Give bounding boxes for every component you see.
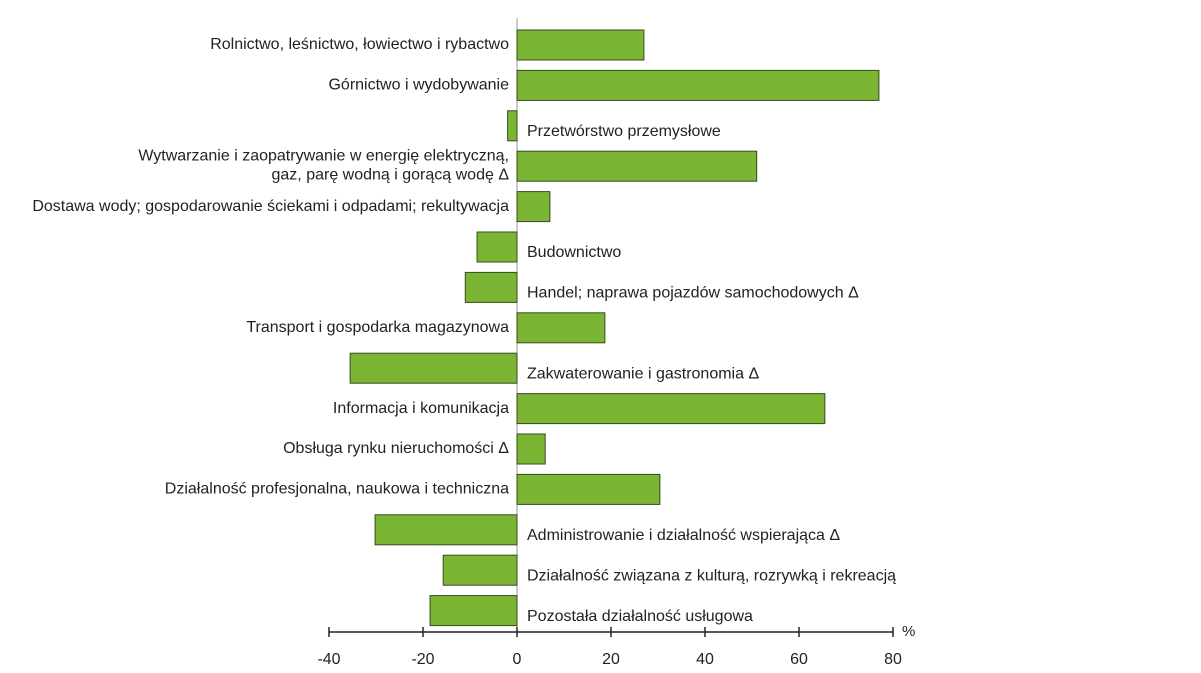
bar	[516, 312, 606, 344]
bar	[516, 191, 551, 223]
category-label: Działalność profesjonalna, naukowa i tec…	[165, 481, 509, 498]
category-label: Budownictwo	[527, 244, 621, 261]
bar	[516, 29, 645, 61]
bar	[476, 231, 518, 263]
bar	[507, 110, 518, 142]
bar	[374, 514, 518, 546]
category-label: Dostawa wody; gospodarowanie ściekami i …	[32, 198, 509, 215]
bar	[516, 69, 880, 101]
category-label: Handel; naprawa pojazdów samochodowych Δ	[527, 285, 859, 302]
category-label: Działalność związana z kulturą, rozrywką…	[527, 567, 896, 584]
bar	[349, 352, 518, 384]
bar	[464, 271, 518, 303]
category-label: Przetwórstwo przemysłowe	[527, 123, 721, 140]
category-label: Obsługa rynku nieruchomości Δ	[283, 440, 509, 457]
x-tick-label: -40	[317, 651, 340, 668]
x-tick-label: 40	[696, 651, 714, 668]
category-label: Informacja i komunikacja	[333, 400, 509, 417]
category-label: Pozostała działalność usługowa	[527, 608, 753, 625]
bar	[516, 150, 758, 182]
category-label: Transport i gospodarka magazynowa	[246, 319, 509, 336]
x-tick-label: 80	[884, 651, 902, 668]
category-label: Górnictwo i wydobywanie	[328, 77, 509, 94]
x-tick-label: -20	[411, 651, 434, 668]
x-tick-label: 0	[513, 651, 522, 668]
x-tick-label: 20	[602, 651, 620, 668]
bar	[442, 554, 518, 586]
bar	[516, 433, 546, 465]
category-label: Rolnictwo, leśnictwo, łowiectwo i rybact…	[210, 36, 509, 53]
bar	[516, 473, 661, 505]
axis-unit: %	[902, 623, 915, 640]
category-label: Zakwaterowanie i gastronomia Δ	[527, 365, 759, 382]
x-tick-label: 60	[790, 651, 808, 668]
bar	[516, 393, 826, 425]
category-label: Administrowanie i działalność wspierając…	[527, 527, 840, 544]
bar	[429, 595, 518, 627]
category-label: Wytwarzanie i zaopatrywanie w energię el…	[138, 148, 509, 184]
